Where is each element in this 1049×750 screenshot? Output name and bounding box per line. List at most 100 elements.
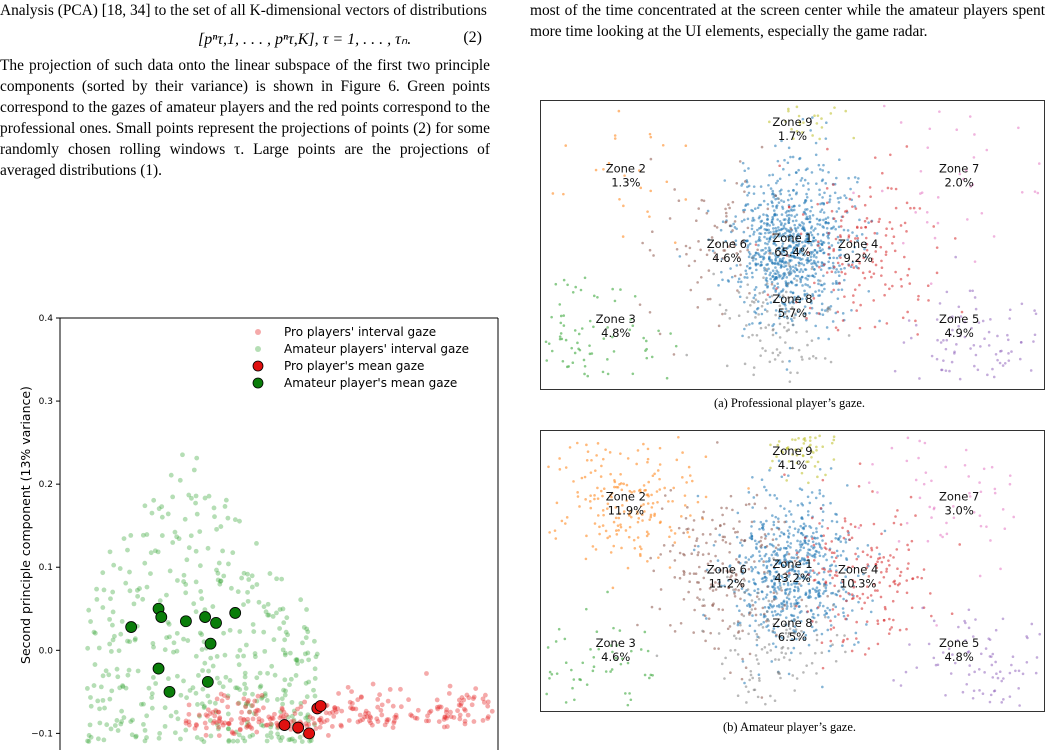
amateur-interval-point: [186, 492, 192, 498]
pro-interval-point: [409, 713, 415, 719]
amateur-interval-point: [101, 587, 107, 593]
amateur-interval-point: [228, 585, 234, 591]
pro-interval-point: [237, 727, 243, 733]
pro-interval-point: [221, 693, 227, 698]
pro-interval-point: [384, 719, 390, 725]
amateur-interval-point: [180, 452, 185, 458]
amateur-interval-point: [281, 620, 287, 626]
amateur-interval-point: [242, 670, 248, 676]
amateur-interval-point: [146, 685, 152, 691]
amateur-interval-point: [110, 609, 116, 615]
pro-interval-point: [210, 709, 216, 715]
amateur-mean-point: [201, 675, 214, 688]
zone-percentage: 3.0%: [945, 503, 974, 517]
zone-label: Zone 9: [772, 115, 812, 129]
amateur-interval-point: [225, 711, 231, 717]
pro-interval-point: [455, 708, 460, 714]
amateur-interval-point: [205, 545, 211, 551]
pro-interval-point: [338, 722, 344, 728]
pro-interval-point: [375, 704, 381, 710]
pro-interval-point: [415, 707, 421, 713]
pro-interval-point: [253, 708, 258, 714]
amateur-interval-point: [212, 514, 217, 520]
pro-interval-point: [203, 712, 209, 718]
pro-interval-point: [281, 709, 287, 715]
amateur-interval-point: [130, 717, 135, 723]
amateur-interval-point: [290, 713, 295, 719]
amateur-interval-point: [174, 534, 180, 540]
amateur-interval-point: [220, 684, 226, 690]
pro-interval-point: [269, 715, 275, 721]
amateur-interval-point: [199, 596, 205, 602]
zone-label: Zone 8: [772, 616, 812, 630]
amateur-interval-point: [108, 596, 113, 602]
amateur-interval-point: [235, 738, 241, 744]
amateur-interval-point: [305, 629, 311, 635]
pro-interval-point: [447, 683, 453, 689]
amateur-interval-point: [243, 642, 249, 648]
amateur-interval-point: [95, 736, 101, 742]
pro-interval-point: [357, 718, 363, 724]
amateur-interval-point: [277, 607, 283, 612]
amateur-interval-point: [225, 515, 231, 521]
amateur-interval-point: [94, 586, 99, 592]
caption-a: (a) Professional player’s gaze.: [713, 396, 866, 410]
pro-interval-point: [370, 681, 376, 687]
amateur-interval-point: [149, 510, 155, 516]
pro-interval-point: [458, 703, 464, 708]
amateur-interval-point: [166, 676, 171, 682]
amateur-interval-point: [133, 733, 139, 739]
pro-interval-point: [226, 721, 232, 726]
amateur-interval-point: [299, 739, 305, 744]
pro-interval-point: [456, 702, 462, 708]
amateur-interval-point: [127, 569, 132, 575]
amateur-gaze-heatmap: Zone 143.2% Zone 211.9% Zone 34.6% Zone 410…: [540, 430, 1045, 712]
pro-interval-point: [437, 704, 442, 710]
pro-interval-point: [473, 686, 479, 691]
amateur-mean-point: [180, 615, 192, 628]
amateur-interval-point: [236, 700, 242, 706]
amateur-interval-point: [221, 573, 227, 579]
amateur-interval-point: [226, 738, 232, 744]
zone-percentage: 5.7%: [778, 306, 807, 320]
amateur-interval-point: [156, 506, 162, 512]
zone-label: Zone 2: [606, 161, 646, 175]
amateur-interval-point: [214, 567, 219, 573]
amateur-interval-point: [246, 577, 252, 582]
amateur-interval-point: [264, 733, 270, 739]
pro-interval-point: [349, 701, 355, 706]
amateur-interval-point: [92, 630, 98, 636]
pro-interval-point: [329, 724, 335, 729]
pro-interval-point: [414, 715, 420, 721]
amateur-interval-point: [285, 632, 290, 638]
amateur-interval-point: [247, 734, 253, 739]
amateur-interval-point: [211, 505, 217, 511]
amateur-interval-point: [215, 722, 220, 728]
amateur-interval-point: [150, 641, 156, 646]
zone-percentage: 10.3%: [840, 577, 877, 591]
amateur-interval-point: [120, 683, 125, 688]
pro-interval-point: [207, 711, 213, 717]
amateur-interval-point: [257, 684, 263, 690]
pro-interval-point: [359, 695, 364, 700]
amateur-interval-point: [125, 547, 130, 553]
amateur-interval-point: [218, 578, 224, 584]
amateur-interval-point: [254, 698, 260, 704]
pro-interval-point: [324, 717, 330, 723]
pro-interval-point: [480, 718, 486, 723]
amateur-interval-point: [168, 472, 174, 478]
pro-gaze-heatmap: Zone 165.4% Zone 21.3% Zone 34.8% Zone 49.2…: [540, 100, 1045, 390]
pro-interval-point: [205, 707, 211, 713]
pro-interval-point: [385, 698, 391, 704]
legend-label: Pro player's mean gaze: [284, 359, 424, 373]
amateur-interval-point: [267, 571, 273, 576]
amateur-interval-point: [268, 730, 274, 736]
amateur-interval-point: [230, 550, 236, 556]
pro-interval-point: [218, 691, 224, 697]
amateur-interval-point: [171, 649, 176, 655]
pro-interval-point: [382, 722, 388, 728]
pro-interval-point: [368, 715, 374, 721]
y-tick-label: 0.2: [39, 480, 53, 490]
amateur-interval-point: [311, 638, 317, 644]
amateur-mean-point: [155, 611, 168, 623]
